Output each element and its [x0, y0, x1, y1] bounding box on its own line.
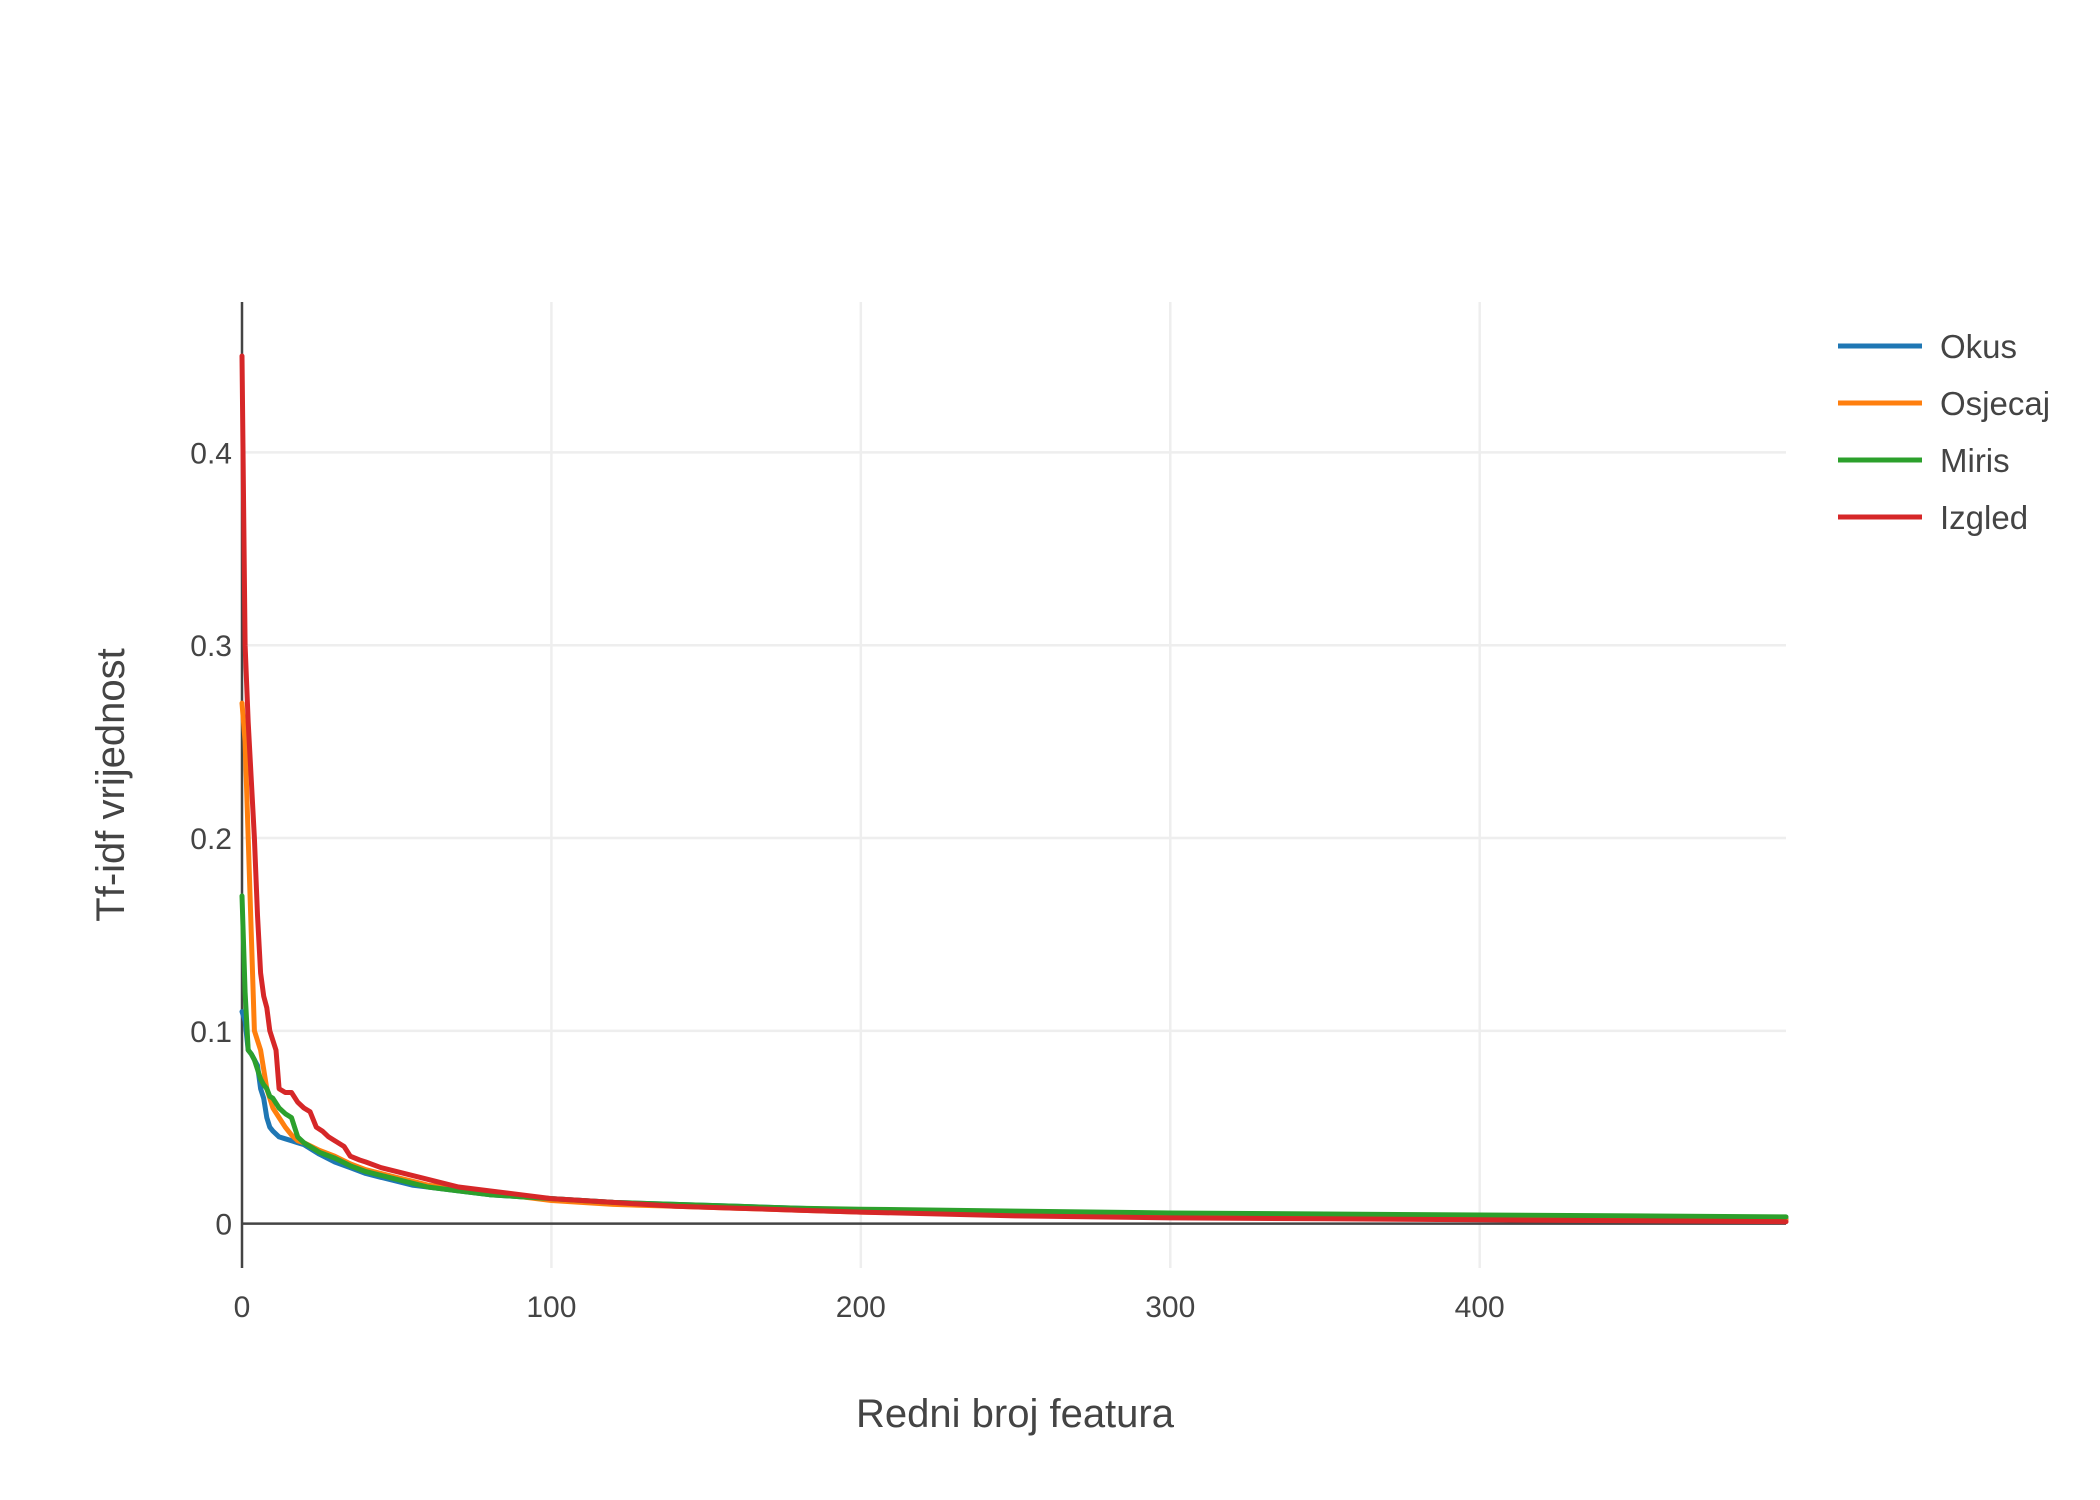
x-tick-label-1: 100 — [526, 1291, 576, 1324]
legend-item-izgled[interactable]: Izgled — [1838, 499, 2028, 536]
legend: Okus Osjecaj Miris Izgled — [1838, 328, 2050, 536]
legend-label-izgled: Izgled — [1940, 499, 2028, 536]
series-line-osjecaj — [239, 700, 1789, 1223]
y-tick-label-0: 0 — [215, 1209, 232, 1242]
legend-item-okus[interactable]: Okus — [1838, 328, 2017, 365]
y-tick-label-1: 0.1 — [190, 1016, 232, 1049]
series-line-miris — [239, 893, 1789, 1220]
series-line-izgled — [239, 353, 1789, 1225]
legend-item-miris[interactable]: Miris — [1838, 442, 2010, 479]
y-tick-labels: 0 0.1 0.2 0.3 0.4 — [190, 437, 232, 1241]
x-tick-label-2: 200 — [836, 1291, 886, 1324]
x-tick-label-3: 300 — [1145, 1291, 1195, 1324]
zero-lines — [240, 302, 1786, 1268]
y-tick-label-4: 0.4 — [190, 437, 232, 470]
legend-label-osjecaj: Osjecaj — [1940, 385, 2050, 422]
y-tick-label-2: 0.2 — [190, 823, 232, 856]
y-axis-title: Tf-idf vrijednost — [89, 648, 133, 921]
legend-label-miris: Miris — [1940, 442, 2010, 479]
x-tick-label-0: 0 — [234, 1291, 251, 1324]
y-tick-label-3: 0.3 — [190, 630, 232, 663]
x-axis-title: Redni broj featura — [856, 1392, 1175, 1436]
series-lines — [239, 353, 1789, 1225]
legend-label-okus: Okus — [1940, 328, 2017, 365]
legend-item-osjecaj[interactable]: Osjecaj — [1838, 385, 2050, 422]
x-tick-labels: 0 100 200 300 400 — [234, 1291, 1505, 1324]
grid-lines — [242, 302, 1786, 1268]
x-tick-label-4: 400 — [1455, 1291, 1505, 1324]
